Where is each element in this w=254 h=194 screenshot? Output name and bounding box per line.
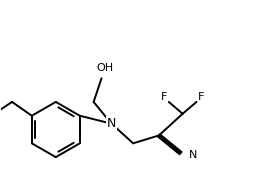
- Text: N: N: [107, 117, 116, 130]
- Text: OH: OH: [96, 63, 113, 73]
- Text: F: F: [161, 92, 167, 102]
- Text: N: N: [188, 150, 197, 160]
- Text: F: F: [198, 92, 205, 102]
